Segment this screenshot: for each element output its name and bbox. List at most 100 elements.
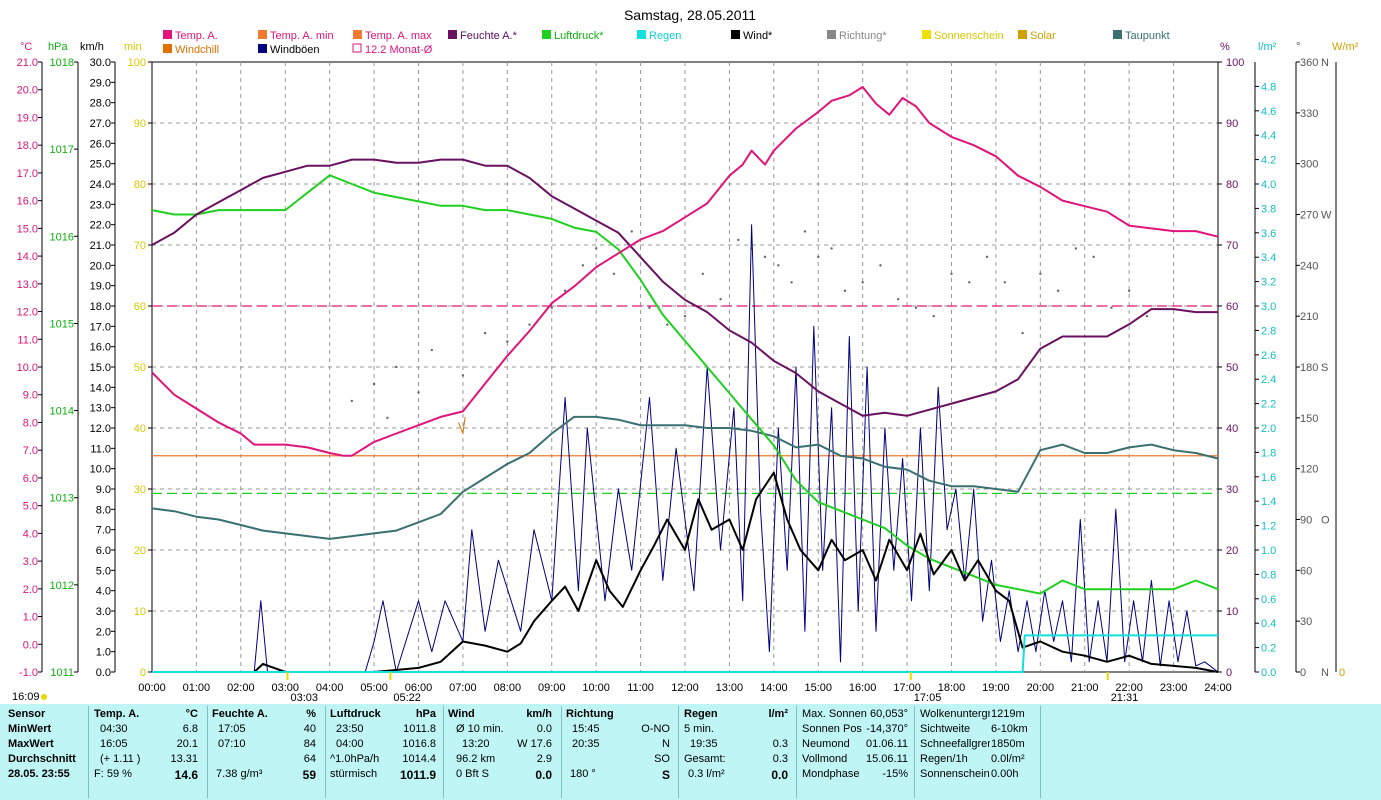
direction-header: Richtung [566, 708, 614, 720]
axes: -1.0 0.0 1.0 2.0 3.0 4.0 5.0 6.0 7.0 8.0 9.0 10.0 11… [17, 57, 1346, 679]
legend-label: Wind* [743, 30, 773, 42]
rain-tick-label: 3.4 [1261, 252, 1276, 264]
summary-rain: Regen l/m² 5 min. 19:35 0.3 Gesamt: 0.3 0.3… [684, 708, 792, 783]
legend-swatch [258, 44, 267, 53]
direction-point [777, 264, 780, 267]
legend-swatch [1018, 30, 1027, 39]
humidity-cell: 7.38 g/m³ [216, 768, 263, 780]
direction-tick-label: 330 [1300, 108, 1318, 120]
wind-tick-label: 22.0 [90, 220, 111, 232]
rain-tick-label: 1.0 [1261, 545, 1276, 557]
temp-tick-label: 20.0 [17, 85, 38, 97]
rain-tick-label: 1.2 [1261, 521, 1276, 533]
temp-tick-label: 2.0 [23, 584, 38, 596]
temp-tick-label: 11.0 [17, 334, 38, 346]
divider [678, 706, 679, 798]
unit-label-temp: °C [20, 41, 32, 53]
legend-swatch [827, 30, 836, 39]
series-line [458, 416, 466, 434]
temp-tick-label: 1.0 [23, 612, 38, 624]
x-tick-label: 24:00 [1204, 682, 1232, 694]
sun-tick-label: 70 [134, 240, 146, 252]
x-tick-label: 10:00 [582, 682, 610, 694]
direction-point [395, 365, 398, 369]
direction-cell: 15:45 [572, 723, 600, 735]
wind-tick-label: 7.0 [96, 525, 111, 537]
rain-tick-label: 2.2 [1261, 399, 1276, 411]
marker-time: 03:03 [290, 692, 318, 704]
wind-tick-label: 21.0 [90, 240, 111, 252]
astro-cell: Max. Sonnen [802, 708, 867, 720]
rain-tick-label: 1.4 [1261, 496, 1276, 508]
rain-tick-label: 2.8 [1261, 325, 1276, 337]
sensor-row: Durchschnitt [8, 753, 76, 765]
rain-cell: 0.3 [772, 753, 788, 765]
humidity-unit: % [306, 708, 316, 720]
direction-point [648, 306, 651, 309]
direction-point [879, 264, 882, 267]
x-tick-label: 02:00 [227, 682, 255, 694]
legend-label: Temp. A. min [270, 30, 334, 42]
pressure-tick-label: 1012 [50, 580, 74, 592]
rain-cell: 0.0 [771, 768, 788, 782]
pressure-tick-label: 1017 [50, 144, 74, 156]
pressure-cell: 1014.4 [402, 753, 436, 765]
temp-tick-label: 21.0 [17, 57, 38, 69]
temp-cell: (+ 1.11 ) [100, 753, 141, 765]
series-line [151, 415, 1219, 540]
series-lines [151, 86, 1219, 673]
direction-point [386, 416, 389, 420]
direction-point [528, 323, 531, 326]
pressure-cell: 04:00 [336, 738, 364, 750]
series-line [152, 471, 1219, 673]
direction-tick-label: 0 [1300, 667, 1306, 679]
wind-tick-label: 12.0 [90, 423, 111, 435]
unit-label-wind: km/h [80, 41, 104, 53]
wind-tick-label: 2.0 [96, 626, 111, 638]
direction-point [417, 391, 420, 394]
humidity-tick-label: 20 [1226, 545, 1238, 557]
rain-tick-label: 2.4 [1261, 374, 1276, 386]
series-line [151, 158, 1218, 417]
sun-marker [41, 694, 47, 700]
pressure-cell: 1016.8 [402, 738, 436, 750]
temp-cell: 16:05 [100, 738, 128, 750]
wind-tick-label: 24.0 [90, 179, 111, 191]
wind-header: Wind [448, 708, 475, 720]
direction-tick-label: 60 [1300, 565, 1312, 577]
direction-tick-label: 240 [1300, 260, 1318, 272]
wind-tick-label: 4.0 [96, 586, 111, 598]
legend-swatch [1113, 30, 1122, 39]
direction-cell: S [661, 768, 670, 782]
astro-cell: Neumond [802, 738, 850, 750]
summary-wind: Wind km/h Ø 10 min. 0.0 13:20 W 17.6 96.2 k… [448, 708, 556, 783]
rain-tick-label: 4.8 [1261, 81, 1276, 93]
legend-swatch [258, 30, 267, 39]
sun-tick-label: 100 [128, 57, 146, 69]
humidity-tick-label: 40 [1226, 423, 1238, 435]
x-tick-label: 17:00 [893, 682, 921, 694]
temp-cell: 6.8 [182, 723, 198, 735]
reference-lines [152, 305, 1218, 494]
summary-extra: Wolkenuntergrenze1219m Sichtweite6-10km … [920, 708, 1040, 783]
wind-tick-label: 15.0 [90, 362, 111, 374]
wind-tick-label: 18.0 [90, 301, 111, 313]
divider [561, 706, 562, 798]
x-tick-label: 09:00 [538, 682, 566, 694]
temp-tick-label: 18.0 [17, 140, 38, 152]
rain-cell: 0.3 l/m² [688, 768, 725, 780]
direction-point [1074, 247, 1078, 250]
sun-tick-label: 60 [134, 301, 146, 313]
unit-label-sun: min [124, 41, 142, 53]
pressure-cell: 1011.8 [403, 723, 436, 735]
wind-tick-label: 3.0 [96, 606, 111, 618]
direction-point [1003, 281, 1006, 284]
unit-label-solar: W/m² [1332, 41, 1359, 53]
x-tick-label: 20:00 [1027, 682, 1055, 694]
direction-point [737, 238, 740, 242]
direction-point [683, 314, 687, 318]
humidity-tick-label: 90 [1226, 118, 1238, 130]
wind-tick-label: 28.0 [90, 98, 111, 110]
series-line [152, 634, 1218, 673]
compass-label: N [1321, 57, 1329, 69]
